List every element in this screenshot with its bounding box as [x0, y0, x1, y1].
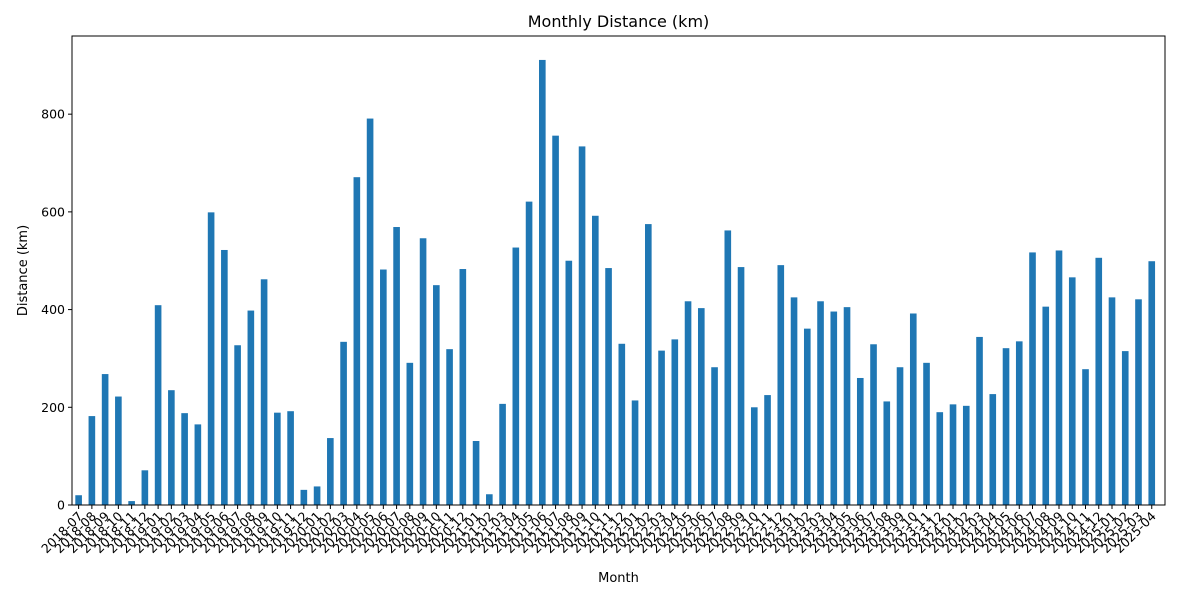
bar-2021-01 [472, 441, 480, 505]
bar-2018-09 [101, 374, 109, 505]
bar-2022-01 [631, 400, 639, 505]
bar-2020-09 [419, 238, 427, 505]
y-tick-label: 200 [41, 400, 65, 415]
bar-2020-04 [353, 177, 361, 505]
bar-2022-11 [764, 395, 771, 505]
bar-2018-11 [128, 501, 135, 505]
bar-2023-09 [896, 367, 904, 505]
plot-frame [71, 35, 1166, 506]
bar-2023-06 [856, 377, 864, 505]
bar-2019-06 [221, 249, 228, 505]
bar-2019-01 [154, 305, 162, 505]
bar-2021-12 [618, 343, 626, 505]
bar-2021-06 [539, 59, 546, 505]
y-tick-label: 0 [57, 498, 65, 513]
bar-2022-07 [711, 367, 718, 505]
bar-2024-04 [989, 394, 997, 505]
chart-title: Monthly Distance (km) [528, 12, 710, 31]
bar-2022-03 [658, 350, 665, 505]
bar-2024-11 [1082, 369, 1089, 505]
bar-2023-07 [870, 344, 877, 505]
bar-2019-08 [247, 310, 255, 505]
bar-2018-10 [115, 396, 122, 505]
y-tick-label: 600 [41, 204, 65, 219]
bar-2024-12 [1095, 257, 1103, 505]
bar-2023-05 [843, 307, 851, 505]
bar-2019-07 [234, 345, 241, 505]
bar-2020-05 [366, 118, 374, 505]
bar-2024-01 [949, 404, 957, 505]
bar-2024-08 [1042, 306, 1050, 505]
bar-2024-05 [1002, 348, 1010, 505]
bar-2025-04 [1148, 261, 1156, 505]
bar-2021-09 [578, 146, 586, 505]
bar-2019-02 [168, 390, 175, 505]
bar-2020-06 [380, 269, 387, 505]
bar-2022-12 [777, 265, 785, 505]
bar-2019-04 [194, 424, 202, 505]
bar-2018-08 [88, 416, 96, 505]
bar-2022-08 [724, 230, 732, 505]
bar-2018-07 [75, 495, 82, 505]
bar-2023-01 [790, 297, 798, 505]
y-tick-label: 800 [41, 107, 65, 122]
bar-2021-05 [525, 201, 533, 505]
bar-2024-02 [962, 405, 970, 505]
bar-2023-08 [883, 401, 891, 505]
bar-2022-10 [750, 407, 758, 505]
bar-2021-11 [605, 268, 612, 505]
bar-2020-08 [406, 362, 414, 505]
bar-2024-03 [976, 336, 983, 505]
bar-2020-11 [446, 349, 453, 505]
bar-2024-07 [1029, 252, 1036, 505]
bar-2019-03 [181, 413, 188, 505]
bar-2024-06 [1015, 341, 1023, 505]
bar-2019-12 [300, 489, 308, 505]
bar-2022-09 [737, 267, 745, 505]
bar-2023-10 [909, 313, 917, 505]
bar-2020-12 [459, 269, 467, 505]
bar-2022-04 [671, 339, 679, 505]
bar-2022-02 [645, 224, 652, 505]
bar-2019-09 [260, 279, 268, 505]
bar-2020-07 [393, 227, 400, 505]
bar-2022-06 [697, 308, 705, 505]
bar-2025-02 [1121, 351, 1129, 505]
bar-2021-07 [552, 135, 559, 505]
bar-2021-04 [512, 247, 520, 506]
bar-2021-03 [499, 403, 506, 505]
y-axis: 0 200 400 600 800 [41, 107, 72, 513]
bar-2025-01 [1108, 297, 1116, 505]
bar-2021-10 [592, 215, 599, 505]
bar-2024-10 [1068, 277, 1076, 505]
bar-2024-09 [1055, 250, 1063, 505]
bar-2025-03 [1135, 299, 1142, 505]
x-axis: 2018-072018-082018-092018-102018-112018-… [38, 505, 1159, 556]
bar-2021-02 [486, 494, 493, 505]
bar-2019-10 [274, 412, 281, 505]
bar-2019-05 [207, 212, 215, 506]
bar-2019-11 [287, 411, 294, 505]
y-axis-label: Distance (km) [16, 225, 31, 316]
bar-2018-12 [141, 470, 149, 505]
bars-layer [75, 59, 1156, 506]
bar-2020-01 [313, 486, 321, 505]
bar-2023-12 [936, 412, 944, 505]
bar-2023-11 [923, 362, 930, 505]
bar-2023-03 [817, 301, 824, 505]
bar-2022-05 [684, 301, 692, 505]
bar-2023-04 [830, 311, 838, 505]
bar-2020-02 [327, 438, 334, 505]
bar-2023-02 [803, 328, 811, 505]
y-tick-label: 400 [41, 302, 65, 317]
bar-2021-08 [565, 260, 573, 505]
x-axis-label: Month [598, 571, 639, 586]
bar-2020-03 [340, 341, 347, 505]
bar-2020-10 [433, 285, 440, 505]
